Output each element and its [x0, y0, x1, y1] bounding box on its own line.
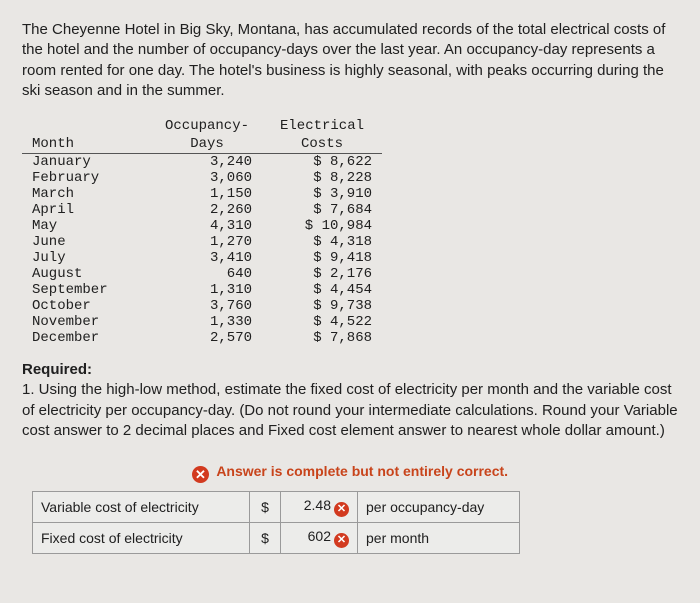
month-cell: December	[22, 330, 152, 346]
fixed-cost-value-cell: 602✕	[281, 523, 358, 554]
month-cell: March	[22, 186, 152, 202]
days-cell: 1,330	[152, 314, 262, 330]
var-cost-value-cell: 2.48✕	[281, 492, 358, 523]
table-row: Variable cost of electricity $ 2.48✕ per…	[33, 492, 520, 523]
month-cell: November	[22, 314, 152, 330]
table-row: December2,570$ 7,868	[22, 330, 382, 346]
cost-cell: $ 4,454	[262, 282, 382, 298]
days-cell: 3,060	[152, 170, 262, 186]
days-cell: 3,760	[152, 298, 262, 314]
header-month-blank	[22, 117, 152, 135]
days-cell: 2,260	[152, 202, 262, 218]
table-row: September1,310$ 4,454	[22, 282, 382, 298]
month-cell: June	[22, 234, 152, 250]
table-row: Fixed cost of electricity $ 602✕ per mon…	[33, 523, 520, 554]
days-cell: 1,270	[152, 234, 262, 250]
table-row: March1,150$ 3,910	[22, 186, 382, 202]
days-cell: 4,310	[152, 218, 262, 234]
month-cell: February	[22, 170, 152, 186]
var-cost-value: 2.48	[304, 497, 331, 513]
table-row: August640$ 2,176	[22, 266, 382, 282]
fixed-cost-symbol: $	[250, 523, 281, 554]
table-row: January3,240$ 8,622	[22, 154, 382, 171]
cost-cell: $ 3,910	[262, 186, 382, 202]
days-cell: 1,310	[152, 282, 262, 298]
var-cost-symbol: $	[250, 492, 281, 523]
table-row: June1,270$ 4,318	[22, 234, 382, 250]
required-block: Required: 1. Using the high-low method, …	[22, 360, 678, 441]
cost-cell: $ 7,684	[262, 202, 382, 218]
days-cell: 640	[152, 266, 262, 282]
answer-banner: ✕ Answer is complete but not entirely co…	[22, 463, 678, 483]
table-row: February3,060$ 8,228	[22, 170, 382, 186]
fixed-cost-label: Fixed cost of electricity	[33, 523, 250, 554]
table-row: November1,330$ 4,522	[22, 314, 382, 330]
fixed-cost-unit: per month	[358, 523, 520, 554]
header-occ-l1: Occupancy-	[152, 117, 262, 135]
days-cell: 3,410	[152, 250, 262, 266]
cost-cell: $ 7,868	[262, 330, 382, 346]
month-cell: September	[22, 282, 152, 298]
table-row: October3,760$ 9,738	[22, 298, 382, 314]
month-cell: July	[22, 250, 152, 266]
header-cost-l1: Electrical	[262, 117, 382, 135]
header-cost-l2: Costs	[262, 135, 382, 154]
var-cost-unit: per occupancy-day	[358, 492, 520, 523]
cross-icon: ✕	[334, 533, 349, 548]
header-month: Month	[22, 135, 152, 154]
cross-icon: ✕	[192, 466, 209, 483]
problem-intro: The Cheyenne Hotel in Big Sky, Montana, …	[22, 20, 678, 101]
fixed-cost-value: 602	[308, 528, 331, 544]
header-occ-l2: Days	[152, 135, 262, 154]
month-cell: January	[22, 154, 152, 171]
cost-cell: $ 4,318	[262, 234, 382, 250]
cost-cell: $ 9,738	[262, 298, 382, 314]
required-body: 1. Using the high-low method, estimate t…	[22, 381, 678, 439]
table-row: July3,410$ 9,418	[22, 250, 382, 266]
banner-text: Answer is complete but not entirely corr…	[216, 463, 508, 479]
days-cell: 2,570	[152, 330, 262, 346]
table-row: May4,310$ 10,984	[22, 218, 382, 234]
table-body: January3,240$ 8,622February3,060$ 8,228M…	[22, 154, 382, 347]
days-cell: 3,240	[152, 154, 262, 171]
cost-cell: $ 4,522	[262, 314, 382, 330]
cost-cell: $ 8,228	[262, 170, 382, 186]
cost-cell: $ 9,418	[262, 250, 382, 266]
answer-table: Variable cost of electricity $ 2.48✕ per…	[32, 491, 520, 554]
occupancy-cost-table: Occupancy- Electrical Month Days Costs J…	[22, 117, 382, 346]
days-cell: 1,150	[152, 186, 262, 202]
cost-cell: $ 2,176	[262, 266, 382, 282]
var-cost-label: Variable cost of electricity	[33, 492, 250, 523]
required-heading: Required:	[22, 361, 92, 378]
cross-icon: ✕	[334, 502, 349, 517]
month-cell: August	[22, 266, 152, 282]
month-cell: May	[22, 218, 152, 234]
cost-cell: $ 8,622	[262, 154, 382, 171]
month-cell: April	[22, 202, 152, 218]
table-row: April2,260$ 7,684	[22, 202, 382, 218]
month-cell: October	[22, 298, 152, 314]
cost-cell: $ 10,984	[262, 218, 382, 234]
